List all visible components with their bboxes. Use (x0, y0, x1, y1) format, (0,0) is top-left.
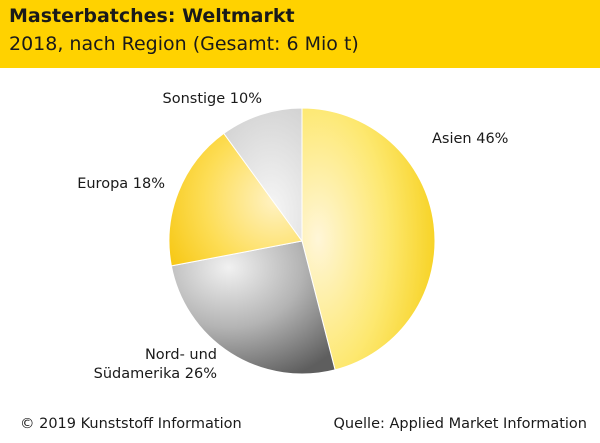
chart-subtitle: 2018, nach Region (Gesamt: 6 Mio t) (9, 33, 359, 55)
slice-amerika (170, 240, 336, 375)
slice-asien (301, 107, 436, 371)
label-asien: Asien 46% (432, 131, 508, 147)
label-sonstige: Sonstige 10% (163, 91, 263, 107)
slice-sonstige (223, 107, 303, 243)
label-europa: Europa 18% (77, 176, 165, 192)
label-amerika-line1: Nord- und (145, 347, 217, 363)
source-text: Quelle: Applied Market Information (333, 416, 587, 432)
slice-europa (168, 132, 303, 267)
header-bar: Masterbatches: Weltmarkt 2018, nach Regi… (0, 0, 600, 68)
copyright-text: © 2019 Kunststoff Information (20, 416, 242, 432)
chart-title: Masterbatches: Weltmarkt (9, 5, 295, 27)
pie-chart: Asien 46% Nord- und Südamerika 26% Europ… (77, 91, 508, 382)
label-amerika-line2: Südamerika 26% (94, 366, 217, 382)
